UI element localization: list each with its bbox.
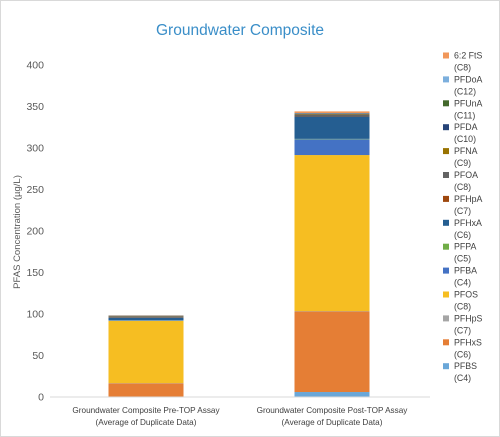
legend-label-chain: (C10)	[454, 134, 476, 144]
legend-label: PFHpS	[454, 313, 482, 323]
legend-label: PFDA	[454, 122, 478, 132]
legend-swatch	[443, 291, 449, 298]
x-category-label: Groundwater Composite Post-TOP Assay	[257, 406, 409, 415]
legend-label: PFOS	[454, 290, 478, 300]
bar-segment	[108, 317, 184, 321]
bar-segment	[108, 383, 184, 397]
bar-segment	[294, 116, 370, 139]
x-category-label: (Average of Duplicate Data)	[282, 418, 383, 427]
bar-segment	[294, 392, 370, 397]
legend-swatch	[443, 315, 449, 322]
legend-swatch	[443, 124, 449, 131]
legend-label-chain: (C5)	[454, 254, 471, 264]
legend-label-chain: (C8)	[454, 182, 471, 192]
legend-label-chain: (C4)	[454, 373, 471, 383]
legend-swatch	[443, 339, 449, 346]
bar-segment	[294, 111, 370, 114]
chart-title: Groundwater Composite	[156, 22, 324, 39]
y-tick-label: 50	[32, 350, 44, 362]
y-axis-ticks: 0 50 100 150 200 250 300 350 400	[26, 60, 44, 404]
legend-label: PFDoA	[454, 74, 482, 84]
legend-label-chain: (C4)	[454, 278, 471, 288]
legend-label-chain: (C12)	[454, 86, 476, 96]
bar-segment	[294, 311, 370, 393]
x-category-label: Groundwater Composite Pre-TOP Assay	[72, 406, 220, 415]
bars	[108, 111, 370, 397]
legend-label: PFUnA	[454, 98, 482, 108]
legend-label: PFBS	[454, 361, 477, 371]
bar-segment	[294, 155, 370, 312]
legend-label: PFNA	[454, 146, 478, 156]
legend-label: PFHpA	[454, 194, 482, 204]
legend-swatch	[443, 52, 449, 59]
legend-label: PFHxA	[454, 218, 482, 228]
y-tick-label: 0	[38, 392, 44, 404]
legend-swatch	[443, 267, 449, 274]
legend-label-chain: (C8)	[454, 302, 471, 312]
bar-segment	[108, 320, 184, 384]
legend-label: PFHxS	[454, 337, 482, 347]
legend-swatch	[443, 148, 449, 155]
legend-label: PFBA	[454, 266, 477, 276]
y-tick-label: 300	[26, 143, 44, 155]
legend-label-chain: (C9)	[454, 158, 471, 168]
legend-label-chain: (C8)	[454, 63, 471, 73]
legend-swatch	[443, 172, 449, 178]
bar-segment	[108, 316, 184, 318]
legend-label-chain: (C11)	[454, 110, 475, 120]
y-tick-label: 250	[26, 184, 44, 196]
x-axis-categories: Groundwater Composite Pre-TOP Assay (Aver…	[72, 406, 408, 427]
legend-label: PFPA	[454, 242, 476, 252]
y-tick-label: 200	[26, 226, 44, 238]
bar-segment	[294, 114, 370, 117]
y-axis-label: PFAS Concentration (µg/L)	[12, 175, 23, 289]
x-category-label: (Average of Duplicate Data)	[96, 418, 197, 427]
y-tick-label: 150	[26, 267, 44, 279]
legend-swatch	[443, 100, 449, 107]
legend-label-chain: (C7)	[454, 206, 471, 216]
legend: 6:2 FtS(C8)PFDoA(C12)PFUnA(C11)PFDA(C10)…	[443, 51, 482, 383]
legend-label: PFOA	[454, 170, 478, 180]
legend-label-chain: (C6)	[454, 349, 471, 359]
y-tick-label: 350	[26, 101, 44, 113]
legend-swatch	[443, 76, 449, 83]
y-tick-label: 400	[26, 60, 44, 72]
legend-label-chain: (C7)	[454, 325, 471, 335]
legend-swatch	[443, 363, 449, 370]
legend-label: 6:2 FtS	[454, 51, 482, 61]
legend-swatch	[443, 219, 449, 226]
bar-segment	[294, 139, 370, 156]
legend-label-chain: (C6)	[454, 230, 471, 240]
legend-swatch	[443, 195, 449, 202]
y-tick-label: 100	[26, 309, 44, 321]
legend-swatch	[443, 243, 449, 250]
